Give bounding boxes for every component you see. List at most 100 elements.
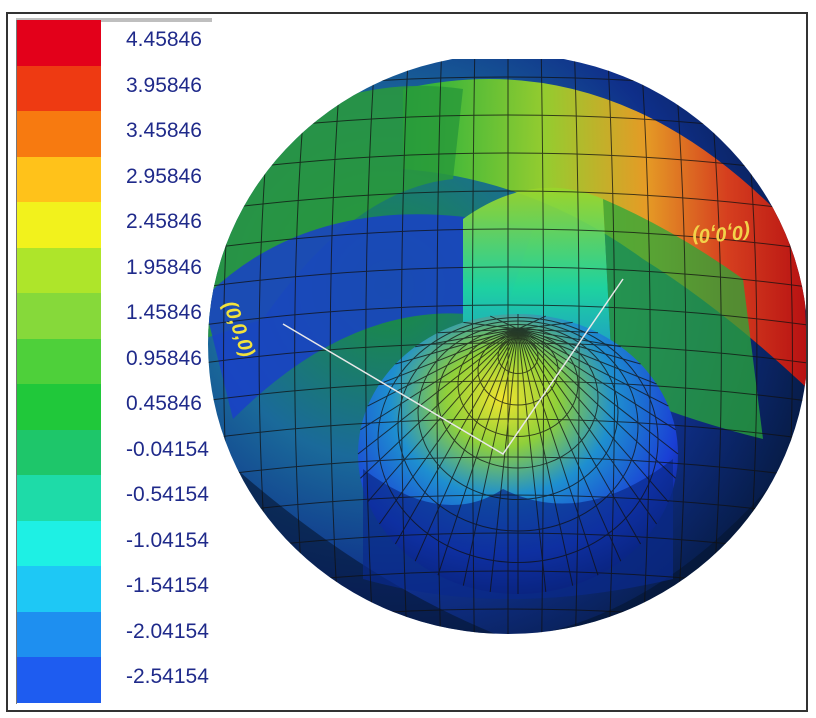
wire-line xyxy=(400,59,409,634)
wire-line xyxy=(415,328,519,348)
wire-line xyxy=(208,304,806,326)
wire-ring xyxy=(497,338,539,374)
wire-line xyxy=(329,59,342,634)
wire-line xyxy=(640,59,651,634)
legend-swatch xyxy=(16,20,101,66)
legend-label: -2.54154 xyxy=(126,665,209,688)
wire-ring xyxy=(457,331,579,437)
wire-line xyxy=(517,328,657,385)
wire-line xyxy=(208,342,806,364)
legend-label: 2.45846 xyxy=(126,210,202,233)
blue-band xyxy=(208,214,533,419)
color-legend: 4.45846 3.95846 3.45846 2.95846 2.45846 1.958… xyxy=(16,20,216,710)
wire-line xyxy=(517,328,658,525)
legend-swatch xyxy=(16,657,101,703)
legend-item: 0.95846 xyxy=(16,338,216,384)
legend-item: 1.45846 xyxy=(16,293,216,339)
legend-label: 1.45846 xyxy=(126,301,202,324)
legend-item: -0.04154 xyxy=(16,429,216,475)
legend-item: -1.54154 xyxy=(16,566,216,612)
wire-line xyxy=(437,328,519,576)
wire-line xyxy=(208,418,806,440)
legend-swatch xyxy=(16,338,101,384)
legend-item: 3.95846 xyxy=(16,65,216,111)
wire-line xyxy=(208,152,806,174)
legend-swatch xyxy=(16,247,101,293)
wire-line xyxy=(208,494,806,516)
legend-label: -0.04154 xyxy=(126,437,209,461)
legend-swatch xyxy=(16,293,101,339)
legend-label: -2.04154 xyxy=(126,619,209,643)
legend-item: -0.54154 xyxy=(16,475,216,521)
wire-line xyxy=(517,328,669,407)
legend-item: -1.04154 xyxy=(16,520,216,566)
wire-line xyxy=(674,59,687,634)
wire-ring xyxy=(417,324,619,500)
legend-swatch xyxy=(16,65,101,111)
wire-ring xyxy=(437,327,599,469)
legend-swatch xyxy=(16,202,101,248)
wire-line xyxy=(607,59,616,634)
legend-label: 2.95846 xyxy=(126,164,202,188)
legend-label: 0.45846 xyxy=(126,392,202,415)
legend-item: 1.95846 xyxy=(16,247,216,293)
legend-top-bar xyxy=(16,18,212,22)
wire-line xyxy=(208,266,806,288)
legend-item: 3.45846 xyxy=(16,111,216,157)
axis-lines xyxy=(282,278,624,456)
legend-swatch xyxy=(16,384,101,430)
legend-label: 4.45846 xyxy=(126,28,202,51)
legend-item: 2.95846 xyxy=(16,156,216,202)
wire-line xyxy=(517,321,573,330)
legend-swatch xyxy=(16,156,101,202)
wire-line xyxy=(517,328,669,503)
legend-item: -2.04154 xyxy=(16,611,216,657)
wire-line xyxy=(360,328,519,479)
wire-line xyxy=(365,59,376,634)
wire-line xyxy=(367,328,519,503)
legend-label: -1.04154 xyxy=(126,528,209,552)
legend-label: -0.54154 xyxy=(126,483,209,506)
wire-line xyxy=(208,228,806,250)
legend-item: 4.45846 xyxy=(16,20,216,66)
legend-item: -2.54154 xyxy=(16,657,216,703)
wire-ring xyxy=(377,317,659,563)
wire-line xyxy=(394,328,519,545)
wire-line xyxy=(379,328,519,385)
legend-item: 2.45846 xyxy=(16,202,216,248)
wire-line xyxy=(517,328,676,479)
wire-line xyxy=(436,59,442,634)
wire-line xyxy=(517,328,622,562)
legend-swatch xyxy=(16,111,101,157)
legend-swatch xyxy=(16,566,101,612)
wire-line xyxy=(367,328,519,407)
legend-label: 3.95846 xyxy=(126,73,202,97)
wire-line xyxy=(360,328,519,431)
legend-label: 0.95846 xyxy=(126,346,202,370)
wire-line xyxy=(517,328,676,431)
legend-item: 0.45846 xyxy=(16,384,216,430)
wire-line xyxy=(517,315,547,330)
wire-ring xyxy=(397,320,639,532)
wire-line xyxy=(463,321,519,330)
wire-line xyxy=(208,190,806,212)
wire-line xyxy=(574,59,580,634)
wire-line xyxy=(208,456,806,478)
wire-line xyxy=(489,315,519,330)
wire-line xyxy=(414,328,519,562)
annotation-right: (0,0,0) xyxy=(691,220,751,247)
wire-line xyxy=(378,328,519,525)
legend-swatch xyxy=(16,520,101,566)
legend-label: 3.45846 xyxy=(126,119,202,142)
legend-label: -1.54154 xyxy=(126,574,209,597)
legend-label: 1.95846 xyxy=(126,255,202,279)
legend-swatch xyxy=(16,475,101,521)
wire-line xyxy=(517,328,642,545)
legend-swatch xyxy=(16,611,101,657)
3d-surface-plot[interactable]: (0,0,0) (0,0,0) xyxy=(203,59,808,669)
wire-ring xyxy=(477,334,559,406)
wire-line xyxy=(540,59,545,634)
plot-window: 4.45846 3.95846 3.45846 2.95846 2.45846 1.958… xyxy=(6,12,808,712)
legend-swatch xyxy=(16,429,101,475)
wire-line xyxy=(517,328,599,576)
